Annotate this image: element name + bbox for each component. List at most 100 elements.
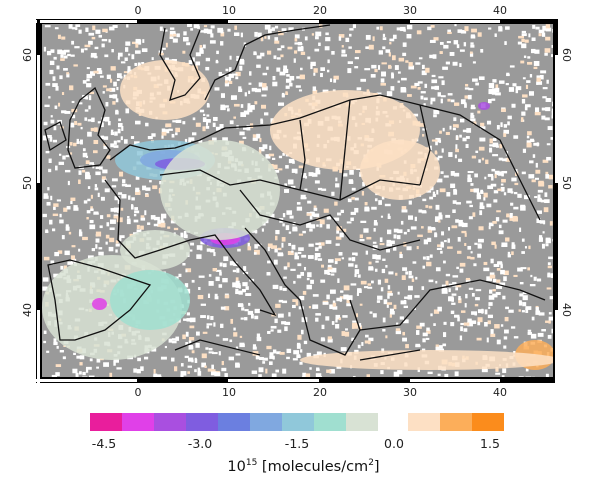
data-pixel [522, 148, 527, 153]
data-pixel [107, 120, 111, 126]
data-pixel [298, 165, 304, 169]
data-pixel [132, 41, 138, 45]
data-pixel [426, 190, 432, 193]
frame-segment [36, 379, 137, 382]
data-pixel [125, 184, 131, 187]
data-pixel [492, 138, 497, 142]
frame-segment [37, 19, 40, 55]
data-pixel [93, 139, 99, 145]
data-pixel [117, 56, 120, 60]
data-pixel [508, 87, 515, 92]
data-pixel [545, 174, 550, 179]
data-pixel [546, 287, 552, 290]
data-pixel [121, 183, 127, 187]
data-pixel [464, 87, 470, 90]
data-pixel [317, 258, 323, 261]
data-pixel [395, 328, 401, 332]
data-pixel [421, 211, 427, 214]
data-pixel [262, 144, 268, 149]
data-pixel [235, 76, 239, 80]
data-pixel [328, 259, 334, 263]
data-pixel [186, 318, 192, 322]
data-pixel [359, 234, 363, 239]
data-pixel [445, 280, 449, 286]
data-pixel [507, 188, 513, 193]
data-pixel [120, 136, 123, 141]
data-pixel [256, 55, 262, 59]
colorbar-swatch [282, 413, 314, 431]
data-pixel [116, 86, 119, 91]
data-pixel [94, 127, 98, 132]
data-pixel [169, 27, 175, 30]
data-pixel [63, 55, 68, 59]
data-pixel [79, 355, 85, 360]
data-pixel [402, 319, 409, 324]
data-pixel [151, 133, 156, 137]
data-pixel [509, 65, 515, 68]
data-pixel [265, 154, 271, 159]
data-pixel [544, 48, 551, 53]
data-pixel [102, 91, 105, 94]
data-pixel [454, 172, 460, 177]
data-pixel [58, 153, 62, 156]
data-pixel [523, 55, 527, 58]
data-pixel [308, 243, 314, 247]
data-pixel [235, 277, 239, 282]
data-pixel [497, 188, 502, 191]
data-pixel [298, 233, 304, 236]
data-pixel [220, 306, 226, 310]
data-pixel [334, 258, 341, 262]
lon-label: 40 [493, 386, 507, 399]
data-pixel [200, 241, 205, 245]
data-pixel [73, 64, 78, 67]
data-pixel [145, 122, 149, 127]
data-pixel [433, 323, 436, 327]
data-pixel [185, 331, 189, 337]
data-pixel [94, 46, 99, 50]
colorbar-swatch [314, 413, 346, 431]
data-pixel [46, 50, 52, 56]
data-pixel [538, 237, 543, 242]
data-pixel [341, 331, 346, 336]
data-pixel [261, 86, 268, 91]
data-pixel [71, 27, 78, 30]
data-pixel [118, 118, 122, 122]
data-pixel [489, 147, 493, 153]
data-pixel [363, 286, 369, 289]
data-pixel [191, 279, 195, 283]
data-pixel [262, 357, 268, 361]
data-pixel [522, 302, 527, 307]
data-pixel [226, 108, 230, 112]
data-pixel [282, 288, 287, 291]
data-pixel [307, 200, 312, 204]
data-pixel [205, 347, 209, 350]
data-pixel [59, 349, 64, 353]
data-pixel [202, 126, 206, 132]
data-pixel [533, 66, 538, 70]
data-pixel [457, 29, 463, 33]
data-pixel [294, 255, 299, 260]
data-pixel [293, 280, 296, 284]
data-pixel [507, 121, 510, 126]
data-pixel [433, 37, 439, 41]
data-pixel [452, 200, 457, 204]
data-pixel [296, 274, 302, 279]
data-pixel [131, 54, 135, 60]
data-pixel [147, 136, 153, 140]
data-pixel [275, 303, 281, 308]
data-pixel [408, 270, 412, 276]
frame-segment [137, 20, 228, 23]
data-pixel [463, 42, 467, 47]
data-pixel [435, 346, 440, 351]
data-pixel [464, 95, 469, 99]
data-pixel [85, 366, 92, 370]
data-pixel [315, 36, 319, 40]
data-pixel [535, 307, 539, 312]
data-pixel [403, 299, 407, 302]
data-pixel [348, 46, 352, 49]
data-pixel [504, 316, 509, 322]
data-pixel [150, 215, 156, 220]
data-pixel [411, 278, 415, 282]
data-pixel [368, 261, 372, 265]
data-pixel [99, 225, 103, 229]
